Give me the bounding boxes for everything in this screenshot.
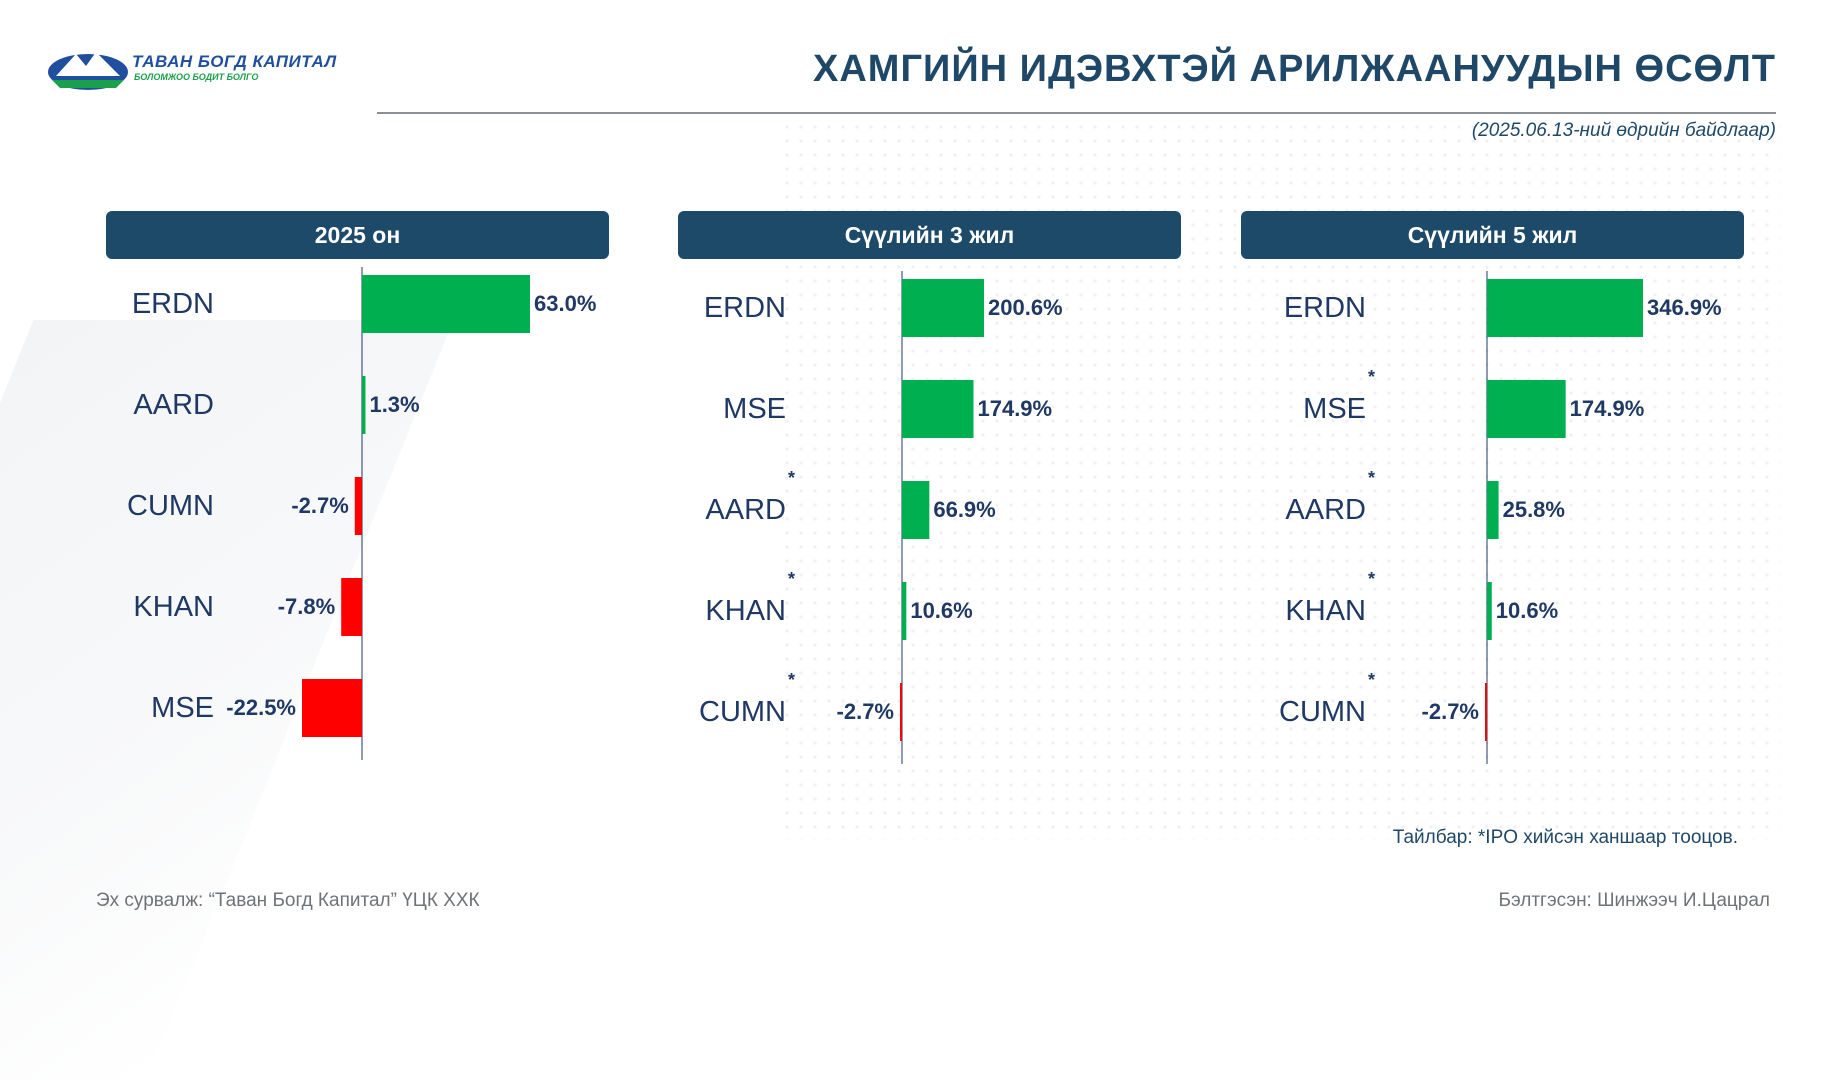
chart-panel-3-years: Сүүлийн 3 жил 200.6% ERDN 174.9% MSE 66.9% AA… [678, 211, 1181, 771]
panel-header-3-years: Сүүлийн 3 жил [678, 211, 1181, 259]
title-divider [377, 112, 1776, 114]
category-label: AARD [133, 389, 214, 421]
panel-header-5-years: Сүүлийн 5 жил [1241, 211, 1744, 259]
bar-chart-2025: 63.0% ERDN 1.3% AARD -2.7% CUMN -7.8% KHAN -22.5… [127, 267, 596, 760]
panel-header-2025: 2025 он [106, 211, 609, 259]
as-of-date: (2025.06.13-ний өдрийн байдлаар) [1471, 120, 1776, 141]
ipo-footnote: Тайлбар: *IPO хийсэн ханшаар тооцов. [1392, 827, 1738, 848]
company-logo: ТАВАН БОГД КАПИТАЛ БОЛОМЖОО БОДИТ БОЛГО [46, 46, 346, 94]
value-label: 200.6% [988, 295, 1063, 320]
bar-aard [1487, 481, 1499, 539]
bar-chart-5-years: 346.9%ERDN174.9%MSE*25.8%AARD*10.6%KHAN*… [1279, 271, 1722, 764]
category-label: MSE [1303, 393, 1366, 425]
bar-aard [362, 376, 366, 434]
value-label: 63.0% [534, 291, 596, 316]
chart-panel-5-years: Сүүлийн 5 жил 346.9% ERDN 174.9% MSE * 25.8% A… [1241, 211, 1744, 771]
value-label: 10.6% [910, 598, 972, 623]
category-label: AARD [705, 494, 786, 526]
ipo-asterisk: * [1368, 569, 1375, 589]
category-label: CUMN [699, 696, 786, 728]
bar-cumn [900, 683, 902, 741]
bar-aard [902, 481, 930, 539]
value-label: 10.6% [1496, 598, 1558, 623]
bar-mse [302, 679, 362, 737]
bar-khan [1487, 582, 1492, 640]
category-label: CUMN [1279, 696, 1366, 728]
bar-cumn [1485, 683, 1487, 741]
bar-khan [902, 582, 907, 640]
logo-tagline: БОЛОМЖОО БОДИТ БОЛГО [134, 72, 259, 82]
ipo-asterisk: * [788, 670, 795, 690]
category-label: ERDN [1284, 292, 1366, 324]
ipo-asterisk: * [788, 468, 795, 488]
category-label: KHAN [133, 591, 214, 623]
logo-title: ТАВАН БОГД КАПИТАЛ [132, 52, 337, 71]
category-label: ERDN [704, 292, 786, 324]
category-label: KHAN [705, 595, 786, 627]
source-note: Эх сурвалж: “Таван Богд Капитал” ҮЦК ХХК [96, 890, 480, 911]
bar-mse [902, 380, 974, 438]
ipo-asterisk: * [1368, 468, 1375, 488]
value-label: -2.7% [837, 699, 894, 724]
category-label: CUMN [127, 490, 214, 522]
category-label: MSE [723, 393, 786, 425]
ipo-asterisk: * [1368, 367, 1375, 387]
ipo-asterisk: * [788, 569, 795, 589]
mountain-logo-icon [48, 52, 128, 90]
value-label: 174.9% [1570, 396, 1645, 421]
page-title: ХАМГИЙН ИДЭВХТЭЙ АРИЛЖААНУУДЫН ӨСӨЛТ [813, 48, 1776, 90]
category-label: KHAN [1285, 595, 1366, 627]
bar-chart-3-years: 200.6%ERDN174.9%MSE66.9%AARD*10.6%KHAN*-… [699, 271, 1063, 764]
value-label: -2.7% [1422, 699, 1479, 724]
value-label: 66.9% [933, 497, 995, 522]
value-label: 174.9% [977, 396, 1052, 421]
bar-khan [341, 578, 362, 636]
value-label: -22.5% [226, 695, 296, 720]
value-label: -2.7% [291, 493, 348, 518]
value-label: 346.9% [1647, 295, 1722, 320]
prepared-by-note: Бэлтгэсэн: Шинжээч И.Цацрал [1498, 890, 1771, 911]
value-label: -7.8% [278, 594, 335, 619]
bar-erdn [902, 279, 984, 337]
ipo-asterisk: * [1368, 670, 1375, 690]
bar-mse [1487, 380, 1566, 438]
value-label: 25.8% [1503, 497, 1565, 522]
category-label: ERDN [132, 288, 214, 320]
category-label: AARD [1285, 494, 1366, 526]
bar-cumn [354, 477, 362, 535]
bar-erdn [362, 275, 530, 333]
category-label: MSE [151, 692, 214, 724]
chart-panel-2025: 2025 он 63.0% ERDN 1.3% AARD -2.7% CUMN -7.8% K… [106, 211, 609, 771]
value-label: 1.3% [369, 392, 419, 417]
bar-erdn [1487, 279, 1643, 337]
